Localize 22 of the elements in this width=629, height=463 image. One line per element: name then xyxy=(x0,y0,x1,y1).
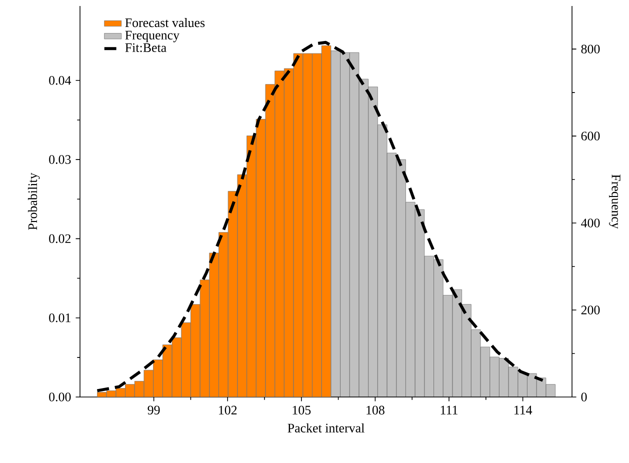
x-tick-label: 111 xyxy=(440,406,458,414)
y-tick-label: 0.00 xyxy=(49,392,71,402)
y-tick-label: 0.03 xyxy=(49,155,71,164)
x-tick-label: 102 xyxy=(219,406,237,415)
y-axis-title: Probability xyxy=(28,172,40,230)
y2-tick-label: 800 xyxy=(581,44,600,54)
x-tick-label: 114 xyxy=(514,406,532,414)
x-tick-label: 105 xyxy=(292,406,311,415)
x-axis-title: Packet interval xyxy=(288,423,364,432)
legend-label: Forecast values xyxy=(125,18,205,28)
legend-label: Frequency xyxy=(125,30,180,42)
y-tick-label: 0.04 xyxy=(49,76,72,85)
y2-tick-label: 0 xyxy=(581,392,587,402)
y2-axis-title: Frequency xyxy=(609,174,620,229)
legend-label: Fit:Beta xyxy=(125,43,166,52)
y2-tick-label: 200 xyxy=(581,306,600,314)
x-tick-label: 99 xyxy=(148,406,160,414)
y2-tick-label: 600 xyxy=(581,132,600,140)
y-tick-label: 0.01 xyxy=(49,313,70,322)
x-tick-label: 108 xyxy=(366,406,384,415)
y-tick-label: 0.02 xyxy=(49,234,71,244)
y2-tick-label: 400 xyxy=(581,218,600,228)
